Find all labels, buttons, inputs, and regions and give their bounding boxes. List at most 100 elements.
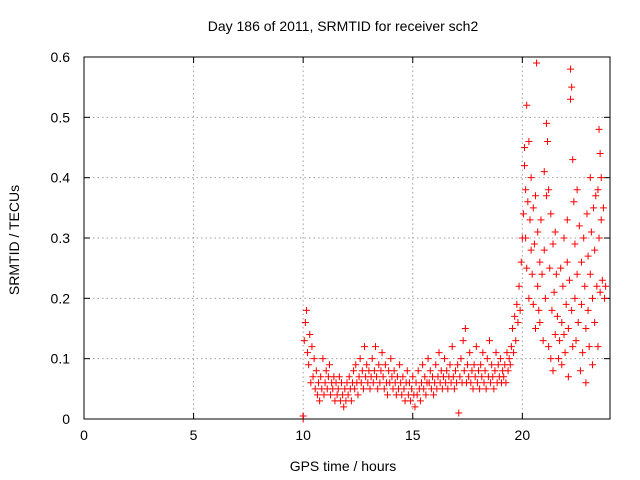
data-point bbox=[559, 282, 567, 290]
data-point bbox=[413, 391, 421, 399]
data-point bbox=[307, 379, 315, 387]
data-point bbox=[595, 125, 603, 133]
data-point bbox=[387, 355, 395, 363]
data-point bbox=[443, 367, 451, 375]
data-point bbox=[465, 373, 473, 381]
data-point bbox=[313, 391, 321, 399]
data-point bbox=[384, 391, 392, 399]
data-point bbox=[546, 264, 554, 272]
data-point bbox=[587, 228, 595, 236]
data-point bbox=[522, 234, 530, 242]
data-point bbox=[377, 367, 385, 375]
data-point bbox=[306, 331, 314, 339]
data-point bbox=[315, 379, 323, 387]
data-point bbox=[528, 270, 536, 278]
data-point bbox=[563, 258, 571, 266]
data-point bbox=[459, 337, 467, 345]
data-point bbox=[396, 361, 404, 369]
data-point bbox=[596, 288, 604, 296]
data-point bbox=[568, 306, 576, 314]
data-point bbox=[547, 210, 555, 218]
data-point bbox=[593, 282, 601, 290]
data-point bbox=[560, 331, 568, 339]
data-point bbox=[561, 349, 569, 357]
data-point bbox=[512, 337, 520, 345]
data-point bbox=[563, 216, 571, 224]
data-point bbox=[373, 373, 381, 381]
data-point bbox=[529, 204, 537, 212]
data-point bbox=[467, 379, 475, 387]
data-point bbox=[537, 216, 545, 224]
data-point bbox=[504, 367, 512, 375]
data-point bbox=[592, 192, 600, 200]
data-point bbox=[565, 276, 573, 284]
data-point bbox=[584, 306, 592, 314]
data-point bbox=[400, 385, 408, 393]
data-point bbox=[305, 361, 313, 369]
data-point bbox=[539, 337, 547, 345]
data-point bbox=[457, 355, 465, 363]
data-point bbox=[302, 306, 310, 314]
data-point bbox=[591, 318, 599, 326]
data-point bbox=[468, 367, 476, 375]
data-point bbox=[359, 385, 367, 393]
data-point bbox=[430, 391, 438, 399]
data-point bbox=[550, 288, 558, 296]
data-point bbox=[533, 59, 541, 67]
data-point bbox=[487, 379, 495, 387]
data-point bbox=[515, 282, 523, 290]
data-point bbox=[420, 385, 428, 393]
data-point bbox=[369, 379, 377, 387]
x-axis-label: GPS time / hours bbox=[290, 458, 397, 474]
data-point bbox=[310, 355, 318, 363]
data-point bbox=[511, 312, 519, 320]
data-point bbox=[368, 355, 376, 363]
data-point bbox=[460, 367, 468, 375]
data-point bbox=[575, 222, 583, 230]
data-point bbox=[526, 216, 534, 224]
data-point bbox=[572, 337, 580, 345]
data-point bbox=[534, 282, 542, 290]
x-tick-label: 10 bbox=[295, 427, 311, 443]
y-tick-label: 0 bbox=[62, 411, 70, 427]
data-point bbox=[527, 246, 535, 254]
data-point bbox=[558, 318, 566, 326]
data-point bbox=[344, 391, 352, 399]
data-point bbox=[517, 258, 525, 266]
data-point bbox=[508, 325, 516, 332]
data-point bbox=[455, 409, 463, 417]
data-point bbox=[551, 331, 559, 339]
data-point bbox=[354, 391, 362, 399]
x-tick-label: 15 bbox=[405, 427, 421, 443]
data-point bbox=[542, 119, 550, 127]
data-point bbox=[582, 379, 590, 387]
data-point bbox=[599, 204, 607, 212]
data-point bbox=[424, 355, 432, 363]
data-point bbox=[569, 156, 577, 164]
data-point bbox=[548, 306, 556, 314]
data-point bbox=[521, 144, 529, 151]
data-point bbox=[441, 355, 449, 363]
data-point bbox=[567, 65, 575, 73]
data-point bbox=[502, 379, 510, 387]
data-point bbox=[594, 186, 602, 194]
data-point bbox=[464, 361, 472, 369]
data-point bbox=[419, 361, 427, 369]
y-axis-label: SRMTID / TECUs bbox=[6, 185, 22, 295]
data-point bbox=[301, 318, 309, 326]
data-point bbox=[547, 355, 555, 363]
data-point bbox=[483, 355, 491, 363]
data-point bbox=[370, 367, 378, 375]
data-point bbox=[578, 258, 586, 266]
data-point bbox=[574, 318, 582, 326]
data-point bbox=[300, 337, 308, 345]
data-point bbox=[540, 168, 548, 176]
data-point bbox=[450, 385, 458, 393]
data-point bbox=[485, 337, 493, 345]
data-point bbox=[514, 318, 522, 326]
data-point bbox=[456, 373, 464, 381]
data-point bbox=[469, 385, 477, 393]
data-point bbox=[564, 373, 572, 381]
data-point bbox=[311, 385, 319, 393]
data-point bbox=[321, 379, 329, 387]
